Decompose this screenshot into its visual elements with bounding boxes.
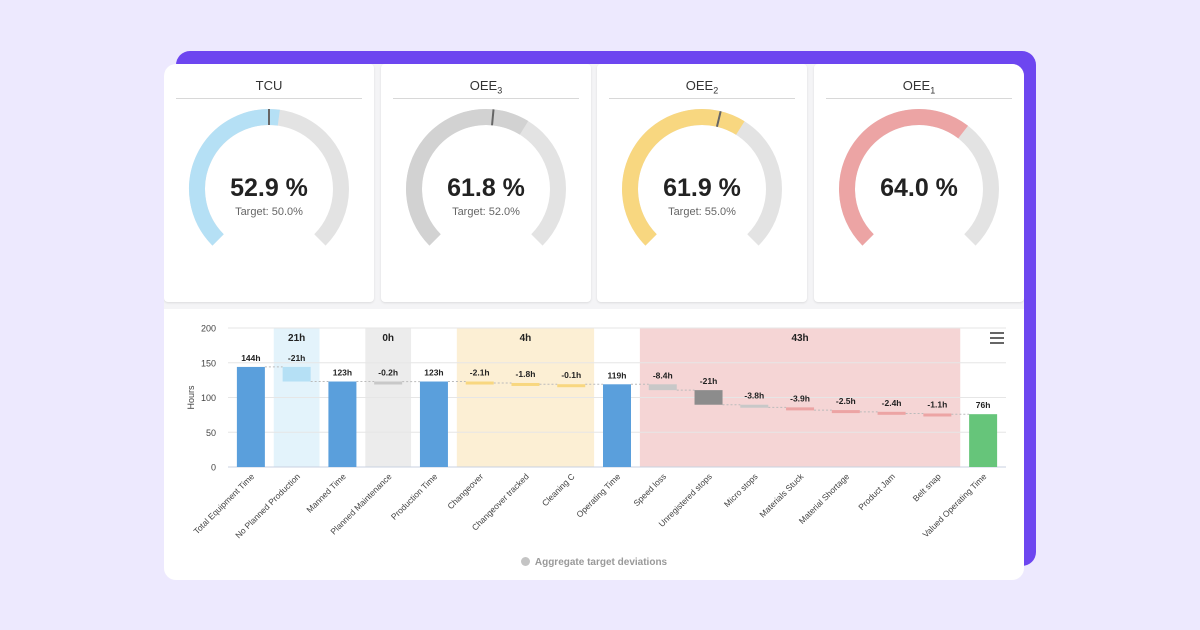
bar-15[interactable] [923, 413, 952, 417]
bar-8[interactable] [603, 384, 631, 467]
bar-7[interactable] [557, 384, 586, 388]
gauge-target-marker [491, 109, 495, 126]
gauge-fill [189, 109, 280, 246]
gauge-card-tcu[interactable]: TCU 52.9 % Target: 50.0% [164, 64, 374, 302]
data-label: -3.8h [744, 391, 764, 401]
bar-10[interactable] [694, 390, 723, 405]
y-tick-label: 100 [201, 393, 216, 403]
gauge-value: 52.9 % [230, 174, 308, 202]
band-label: 0h [382, 333, 394, 344]
x-tick-label: Product Jam [856, 471, 897, 512]
data-label: 144h [241, 353, 260, 363]
gauge-value: 64.0 % [880, 174, 958, 202]
gauge-target: Target: 50.0% [235, 206, 303, 218]
x-tick-label: Changeover [445, 471, 485, 511]
waterfall-chart-panel: 21h 0h 4h 43h 0 50 100 150 200 Hours 144h -21h 123h -… [164, 309, 1024, 580]
x-tick-label: Cleaning C [540, 471, 577, 508]
bar-9[interactable] [648, 384, 677, 391]
y-tick-label: 150 [201, 358, 216, 368]
gauge-title: OEE3 [393, 78, 579, 99]
x-tick-label: Speed loss [631, 471, 668, 508]
gauge-dial [189, 109, 349, 246]
gauge-title: OEE2 [609, 78, 795, 99]
data-label: -1.8h [516, 369, 536, 379]
data-label: -8.4h [653, 370, 673, 380]
data-label: 123h [333, 368, 352, 378]
bar-0[interactable] [236, 366, 265, 467]
gauge-dial [406, 109, 566, 246]
gauge-title-main: TCU [255, 78, 283, 93]
x-tick-label: Materials Stuck [757, 471, 806, 520]
bar-3[interactable] [374, 381, 403, 385]
band-label: 4h [520, 333, 532, 344]
gauge-title-subscript: 3 [497, 85, 503, 96]
data-label: -1.1h [927, 399, 947, 409]
bar-6[interactable] [511, 382, 540, 386]
gauge-dial [622, 109, 782, 246]
legend-label: Aggregate target deviations [534, 557, 668, 568]
dashboard-panel: TCU 52.9 % Target: 50.0% OEE3 61.8 % Target: … [164, 64, 1024, 580]
gauge-target-marker [715, 110, 722, 128]
gauge-title-main: OEE [902, 78, 931, 93]
bar-4[interactable] [419, 381, 448, 467]
data-label: -21h [700, 376, 717, 386]
bar-11[interactable] [740, 404, 769, 408]
bar-12[interactable] [786, 407, 815, 411]
gauge-fill [406, 109, 529, 246]
bar-16[interactable] [969, 414, 998, 467]
gauge-value: 61.8 % [447, 174, 525, 202]
bar-14[interactable] [877, 411, 906, 415]
chart-legend[interactable]: Aggregate target deviations [164, 557, 1024, 568]
x-tick-label: Micro stops [722, 471, 760, 509]
x-tick-label: Production Time [389, 471, 440, 522]
gauge-card-oee2[interactable]: OEE2 61.9 % Target: 55.0% [597, 64, 807, 302]
x-tick-label: Material Shortage [797, 471, 852, 526]
band-label: 43h [791, 333, 808, 344]
chart-menu-icon[interactable] [990, 332, 1004, 344]
bar-1[interactable] [282, 366, 311, 382]
bar-13[interactable] [831, 410, 860, 414]
y-tick-label: 50 [206, 428, 216, 438]
gauge-target: Target: 55.0% [668, 206, 736, 218]
gauge-fill [839, 109, 969, 246]
bar-2[interactable] [328, 381, 357, 467]
data-label: -0.2h [378, 368, 398, 378]
gauge-fill [622, 109, 745, 246]
data-label: 119h [608, 370, 627, 380]
gauge-title-main: OEE [685, 78, 714, 93]
bar-5[interactable] [465, 381, 494, 385]
data-label: 123h [424, 368, 443, 378]
data-label: -2.5h [836, 396, 856, 406]
legend-dot-icon [520, 557, 530, 566]
data-label: -2.1h [470, 368, 490, 378]
data-label: -2.4h [882, 398, 902, 408]
gauge-value: 61.9 % [663, 174, 741, 202]
x-tick-label: Operating Time [574, 471, 622, 519]
gauge-card-oee3[interactable]: OEE3 61.8 % Target: 52.0% [381, 64, 591, 302]
waterfall-chart: 21h 0h 4h 43h 0 50 100 150 200 Hours 144h -21h 123h -… [186, 324, 1006, 540]
gauge-title: TCU [176, 78, 362, 99]
x-tick-label: Belt snap [911, 471, 943, 503]
data-label: -0.1h [561, 370, 581, 380]
data-label: -3.9h [790, 393, 810, 403]
gauge-dial [839, 109, 999, 246]
data-label: 76h [976, 400, 991, 410]
y-axis-title: Hours [186, 385, 196, 410]
y-tick-label: 0 [211, 463, 216, 473]
gauge-title: OEE1 [826, 78, 1012, 99]
gauge-title-subscript: 2 [713, 85, 719, 96]
data-label: -21h [288, 353, 305, 363]
gauge-card-oee1[interactable]: OEE1 64.0 % [814, 64, 1024, 302]
gauge-title-subscript: 1 [930, 85, 936, 96]
x-tick-label: Manned Time [304, 471, 348, 515]
y-tick-label: 200 [201, 324, 216, 334]
band-label: 21h [288, 333, 305, 344]
gauge-target: Target: 52.0% [452, 206, 520, 218]
gauge-title-main: OEE [469, 78, 498, 93]
